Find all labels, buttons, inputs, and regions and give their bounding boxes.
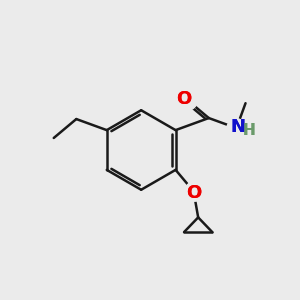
Text: N: N: [230, 118, 245, 136]
Text: O: O: [176, 90, 191, 108]
Text: O: O: [176, 90, 191, 108]
Text: N: N: [230, 118, 245, 136]
Text: O: O: [186, 184, 201, 202]
Text: O: O: [186, 184, 201, 202]
Text: H: H: [242, 123, 255, 138]
Text: H: H: [242, 123, 255, 138]
